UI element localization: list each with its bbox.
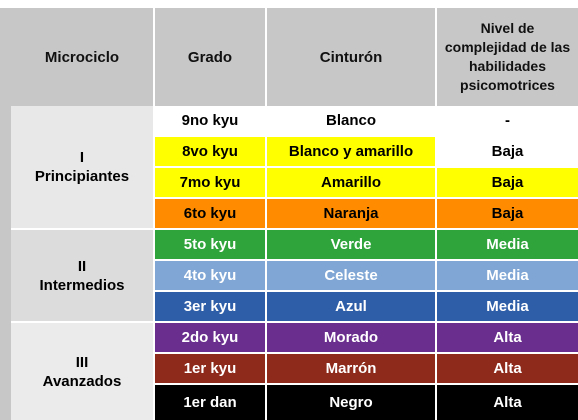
- microciclo-principiantes: I Principiantes: [11, 106, 153, 228]
- microciclo-numeral: I: [79, 149, 85, 166]
- row-cinturon-cell: Celeste: [267, 261, 435, 290]
- row-cinturon-cell: Verde: [267, 230, 435, 259]
- row-grado-cell: 8vo kyu: [155, 137, 265, 166]
- row-nivel-cell: -: [437, 106, 578, 135]
- header-cinturon: Cinturón: [267, 8, 435, 106]
- row-nivel-cell: Alta: [437, 354, 578, 383]
- row-grado-cell: 1er dan: [155, 385, 265, 420]
- row-nivel-cell: Media: [437, 230, 578, 259]
- row-nivel-cell: Baja: [437, 137, 578, 166]
- row-grado-cell: 7mo kyu: [155, 168, 265, 197]
- row-nivel-cell: Baja: [437, 168, 578, 197]
- row-grado-cell: 6to kyu: [155, 199, 265, 228]
- microciclo-numeral: III: [75, 353, 89, 371]
- row-nivel-cell: Alta: [437, 385, 578, 420]
- microciclo-numeral: II: [77, 257, 87, 275]
- row-cinturon-cell: Amarillo: [267, 168, 435, 197]
- header-grado: Grado: [155, 8, 265, 106]
- row-cinturon-cell: Azul: [267, 292, 435, 321]
- left-strip: [0, 8, 11, 420]
- microciclo-intermedios: II Intermedios: [11, 230, 153, 321]
- row-nivel-cell: Media: [437, 292, 578, 321]
- row-cinturon-cell: Blanco y amarillo: [267, 137, 435, 166]
- row-cinturon-cell: Negro: [267, 385, 435, 420]
- microciclo-name: Avanzados: [42, 372, 122, 390]
- row-grado-cell: 9no kyu: [155, 106, 265, 135]
- row-nivel-cell: Baja: [437, 199, 578, 228]
- row-grado-cell: 4to kyu: [155, 261, 265, 290]
- row-grado-cell: 1er kyu: [155, 354, 265, 383]
- row-cinturon-cell: Marrón: [267, 354, 435, 383]
- row-cinturon-cell: Morado: [267, 323, 435, 352]
- row-grado-cell: 5to kyu: [155, 230, 265, 259]
- microciclo-name: Intermedios: [39, 276, 125, 294]
- row-grado-cell: 3er kyu: [155, 292, 265, 321]
- row-cinturon-cell: Blanco: [267, 106, 435, 135]
- row-cinturon-cell: Naranja: [267, 199, 435, 228]
- header-microciclo: Microciclo: [11, 8, 153, 106]
- header-nivel: Nivel de complejidad de las habilidades …: [437, 8, 578, 106]
- row-nivel-cell: Alta: [437, 323, 578, 352]
- row-grado-cell: 2do kyu: [155, 323, 265, 352]
- row-nivel-cell: Media: [437, 261, 578, 290]
- microciclo-avanzados: III Avanzados: [11, 323, 153, 420]
- microciclo-name: Principiantes: [34, 168, 130, 185]
